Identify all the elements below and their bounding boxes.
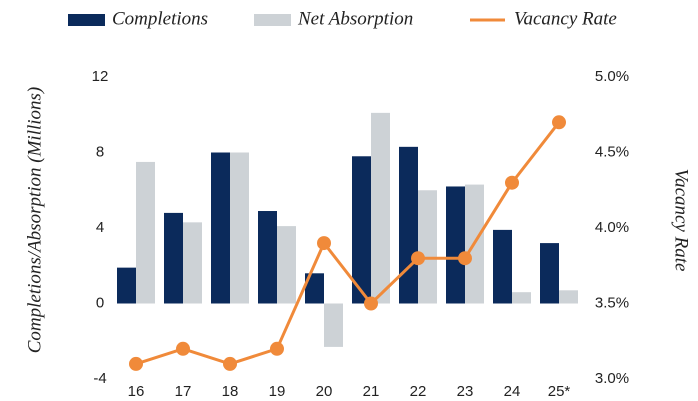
bar [164, 212, 183, 304]
legend-label: Vacancy Rate [514, 8, 617, 29]
bar [277, 226, 296, 304]
bar [446, 186, 465, 304]
line-point [411, 251, 425, 266]
legend-swatch [68, 14, 105, 26]
y2-tick-label: 5.0% [595, 68, 629, 85]
y-tick-label: -4 [93, 370, 106, 387]
y-tick-label: 4 [96, 219, 104, 236]
y2-tick-label: 4.5% [595, 143, 629, 160]
legend-label: Net Absorption [297, 8, 413, 29]
bar [258, 211, 277, 304]
bar [305, 273, 324, 304]
bar [211, 152, 230, 304]
bar [324, 303, 343, 347]
legend-swatch [254, 14, 291, 26]
line-point [270, 341, 284, 356]
bar [230, 152, 249, 304]
x-tick-label: 22 [410, 383, 427, 400]
bar [559, 290, 578, 304]
y2-tick-label: 3.0% [595, 370, 629, 387]
x-tick-label: 17 [175, 383, 192, 400]
line-point [176, 341, 190, 356]
y-tick-label: 8 [96, 143, 104, 160]
line-point [317, 236, 331, 251]
y2-tick-label: 3.5% [595, 294, 629, 311]
line-point [552, 115, 566, 130]
bar [399, 146, 418, 304]
line [135, 121, 561, 366]
x-tick-label: 18 [222, 383, 239, 400]
bar [540, 243, 559, 304]
x-tick-label: 20 [316, 383, 333, 400]
x-tick-label: 25* [548, 383, 571, 400]
line-point [223, 356, 237, 371]
x-tick-label: 24 [504, 383, 521, 400]
line-point [364, 296, 378, 311]
legend-label: Completions [112, 8, 208, 29]
line-point [129, 356, 143, 371]
y2-tick-label: 4.0% [595, 219, 629, 236]
y2-axis-title: Vacancy Rate [671, 169, 692, 272]
bar [512, 292, 531, 304]
line-point [505, 175, 519, 190]
line-point [458, 251, 472, 266]
bar [136, 161, 155, 304]
x-tick-label: 23 [457, 383, 474, 400]
bar [352, 156, 371, 304]
bar [371, 112, 390, 304]
bar [183, 222, 202, 304]
y-axis-title: Completions/Absorption (Millions) [24, 87, 45, 354]
x-tick-label: 16 [128, 383, 145, 400]
y-tick-label: 0 [96, 294, 104, 311]
y-tick-label: 12 [92, 68, 109, 85]
x-tick-label: 19 [269, 383, 286, 400]
bar [117, 267, 136, 304]
bar [493, 229, 512, 304]
bar [418, 190, 437, 304]
x-tick-label: 21 [363, 383, 380, 400]
